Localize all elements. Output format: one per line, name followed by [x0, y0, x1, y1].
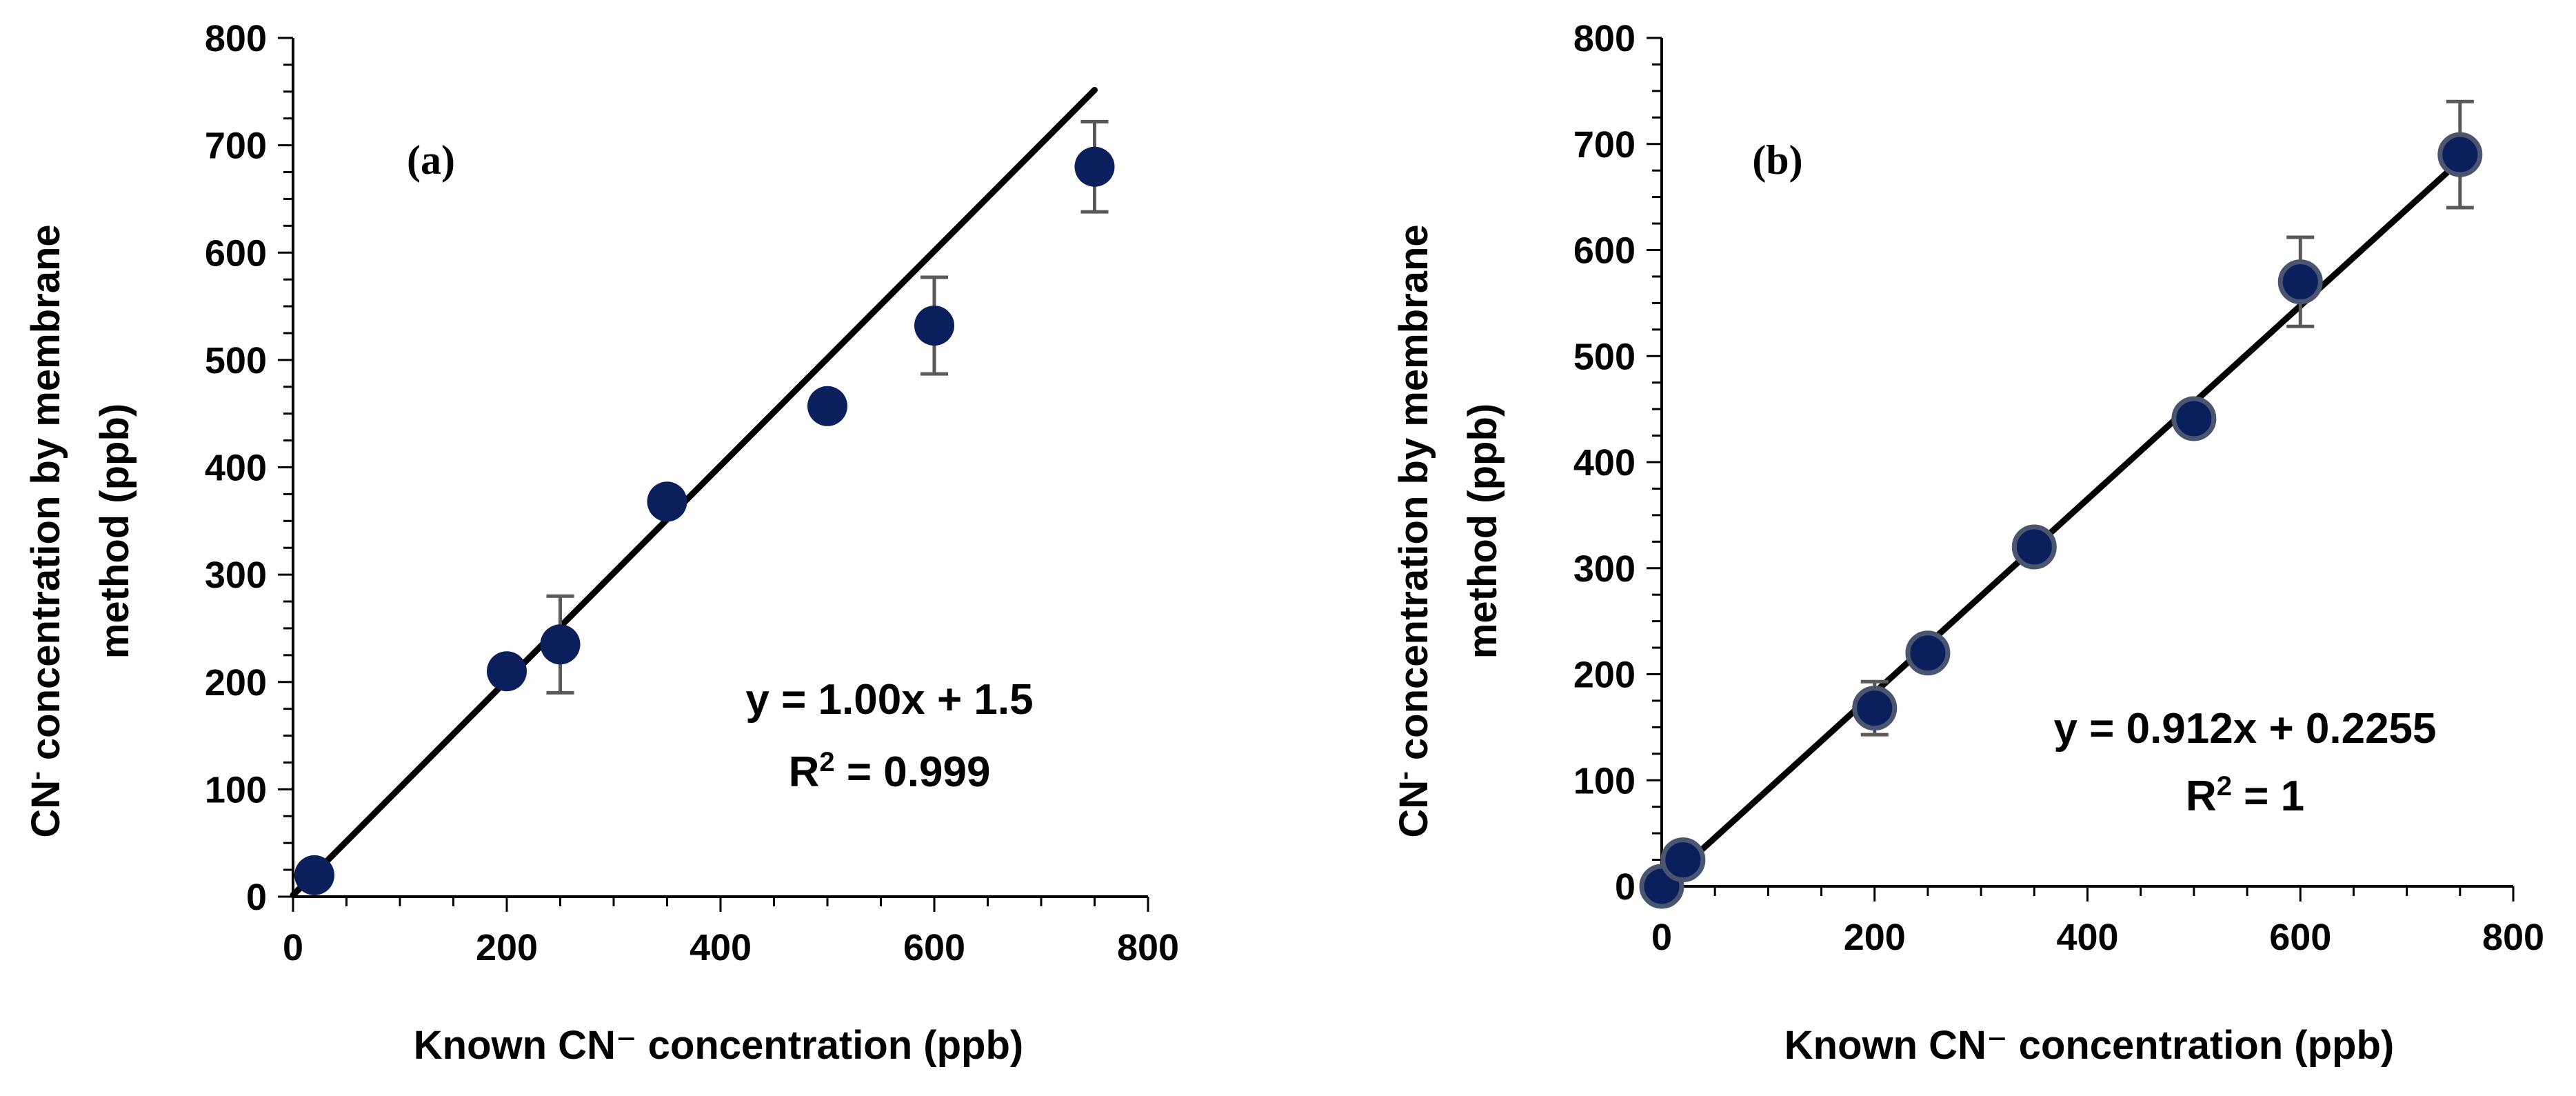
panel-a-x-axis-title: Known CN⁻ concentration (ppb) [414, 1023, 1023, 1068]
panel-a-x-tick-label: 400 [690, 927, 752, 968]
panel-a-y-tick-label: 0 [246, 877, 267, 918]
panel-b-x-tick-label: 0 [1651, 917, 1672, 958]
panel-a-equation: y = 1.00x + 1.5 [745, 676, 1033, 724]
panel-b-trendline [1658, 157, 2464, 890]
chart-panel-b: 0 200 400 600 800 0 100 200 300 400 500 600 700 800 (… [1390, 18, 2544, 1068]
chart-panel-a: 0 200 400 600 800 0 100 200 300 400 500 600 700 800 (… [22, 18, 1179, 1068]
panel-a-data-point [540, 624, 581, 665]
panel-a-data-point [487, 651, 527, 692]
panel-b-data-point [2437, 132, 2483, 177]
panel-b-data-point [1660, 837, 1706, 883]
panel-b-y-tick-label: 300 [1573, 548, 1636, 590]
panel-b-data-point [2277, 259, 2323, 305]
panel-b-y-tick-label: 700 [1573, 124, 1636, 166]
panel-a-data-point [1074, 146, 1115, 187]
panel-a-plot-area: 0 200 400 600 800 0 100 200 300 400 500 600 700 800 [205, 18, 1179, 968]
panel-a-x-tick-label: 800 [1117, 927, 1179, 968]
panel-b-y-tick-label: 100 [1573, 760, 1636, 801]
panel-a-x-tick-label: 200 [476, 927, 538, 968]
panel-a-trendline [290, 86, 1098, 899]
panel-b-plot-area: 0 200 400 600 800 0 100 200 300 400 500 600 700 800 [1573, 18, 2544, 958]
panel-a-y-tick-label: 800 [205, 18, 267, 59]
panel-b-y-axis-title-line2: method (ppb) [1460, 403, 1505, 659]
panel-a-y-tick-label: 700 [205, 126, 267, 167]
panel-b-x-tick-label: 800 [2482, 917, 2544, 958]
panel-b-x-axis-title: Known CN⁻ concentration (ppb) [1784, 1023, 2394, 1068]
panel-a-y-tick-label: 400 [205, 448, 267, 489]
panel-a-y-tick-label: 300 [205, 555, 267, 596]
panel-a-data-point [647, 481, 687, 522]
panel-b-x-tick-label: 400 [2056, 917, 2118, 958]
panel-b-equation: y = 0.912x + 0.2255 [2053, 705, 2436, 753]
panel-b-y-tick-label: 500 [1573, 336, 1636, 377]
panel-b-data-point [2011, 524, 2057, 570]
panel-b-y-tick-label: 200 [1573, 655, 1636, 696]
panel-b-x-tick-label: 200 [1844, 917, 1906, 958]
panel-a-y-tick-label: 600 [205, 232, 267, 274]
panel-a-y-tick-label: 200 [205, 662, 267, 704]
panel-a-y-tick-label: 500 [205, 340, 267, 381]
panel-b-data-point [1905, 630, 1951, 676]
panel-b-y-axis-title-line1: CN- concentration by membrane [1390, 224, 1436, 837]
panel-a-label: (a) [407, 137, 455, 183]
panel-a-data-point [294, 855, 334, 895]
panel-b-y-tick-label: 0 [1615, 866, 1636, 908]
panel-b-label: (b) [1752, 137, 1802, 183]
panel-a-data-point [807, 386, 847, 426]
panel-b-y-tick-label: 800 [1573, 18, 1636, 59]
panel-b-r-squared: R2 = 1 [2186, 771, 2304, 820]
panel-a-r-squared: R2 = 0.999 [789, 747, 991, 796]
panel-a-data-point [914, 306, 954, 346]
panel-a-y-axis-title-line2: method (ppb) [92, 403, 137, 659]
panel-a-x-tick-label: 0 [283, 927, 303, 968]
panel-a-x-tick-label: 600 [903, 927, 965, 968]
panel-b-x-tick-label: 600 [2269, 917, 2331, 958]
panel-a-y-axis-title-line1: CN- concentration by membrane [22, 224, 68, 837]
panel-b-data-point [2171, 396, 2217, 441]
panel-b-data-point [1852, 686, 1898, 731]
panel-b-y-tick-label: 600 [1573, 230, 1636, 272]
panel-b-y-tick-label: 400 [1573, 442, 1636, 484]
panel-a-y-tick-label: 100 [205, 769, 267, 810]
